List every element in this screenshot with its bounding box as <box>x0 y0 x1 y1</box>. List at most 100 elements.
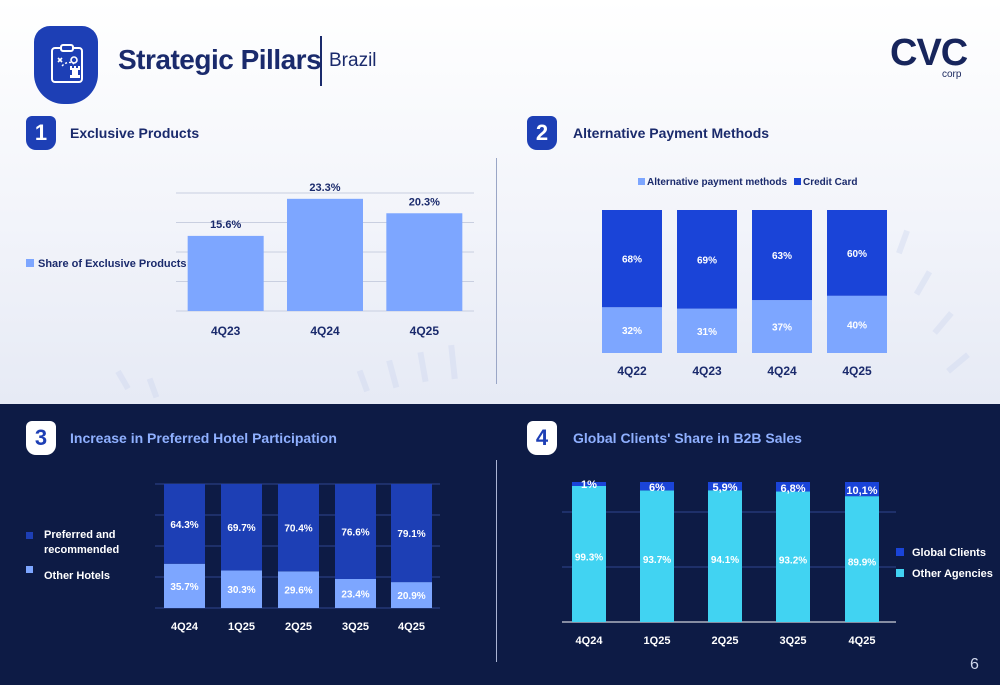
bar-segment-credit-card <box>827 210 887 296</box>
data-label: 23.4% <box>341 589 369 600</box>
data-label: 70.4% <box>284 524 312 535</box>
tick-label: 4Q24 <box>310 324 340 338</box>
bar-4Q24 <box>287 198 363 311</box>
bar-segment-other-agencies <box>845 496 879 622</box>
bar-segment-credit-card <box>602 210 662 308</box>
tick-label: 4Q25 <box>410 324 440 338</box>
bar-segment-alternative <box>677 308 737 353</box>
tick-label: 4Q23 <box>211 324 241 338</box>
legend-label: recommended <box>44 544 119 556</box>
page-number: 6 <box>970 656 979 673</box>
tick-label: 4Q24 <box>171 621 199 633</box>
bar-segment-credit-card <box>752 210 812 301</box>
tick-label: 4Q22 <box>617 364 647 378</box>
bar-segment-other-agencies <box>572 486 606 622</box>
data-label: 37% <box>772 323 792 334</box>
legend-label: Share of Exclusive Products <box>38 258 187 270</box>
section-3-number: 3 <box>26 421 56 455</box>
data-label: 15.6% <box>210 219 241 231</box>
tick-label: 4Q24 <box>767 364 797 378</box>
bar-segment-global-clients <box>640 482 674 491</box>
tick-label: 2Q25 <box>285 621 312 633</box>
data-label: 60% <box>847 249 867 260</box>
data-label: 79.1% <box>397 529 425 540</box>
legend-swatch-other-agencies <box>896 569 904 577</box>
bar-segment-preferred <box>391 484 432 583</box>
legend-swatch-credit-card <box>794 178 801 185</box>
bar-segment-preferred <box>335 484 376 579</box>
bar-segment-other-hotels <box>164 563 205 608</box>
bar-segment-global-clients <box>708 482 742 491</box>
bar-segment-other-agencies <box>708 490 742 622</box>
data-label: 23.3% <box>309 182 340 194</box>
bar-4Q23 <box>187 235 264 311</box>
data-label: 68% <box>622 255 642 266</box>
title-separator <box>320 36 322 86</box>
bar-segment-preferred <box>221 484 262 571</box>
legend-swatch-preferred <box>26 532 33 539</box>
bar-segment-other-hotels <box>278 571 319 608</box>
bar-segment-global-clients <box>845 482 879 497</box>
data-label: 32% <box>622 326 642 337</box>
data-label: 6% <box>649 482 665 494</box>
tick-label: 3Q25 <box>780 635 807 647</box>
bottom-divider <box>496 460 497 662</box>
decorative-pattern <box>115 229 970 399</box>
bar-segment-other-agencies <box>640 490 674 622</box>
data-label: 10,1% <box>846 485 877 497</box>
data-label: 30.3% <box>227 585 255 596</box>
bar-segment-other-hotels <box>221 570 262 608</box>
data-label: 20.9% <box>397 591 425 602</box>
data-label: 63% <box>772 251 792 262</box>
bar-segment-alternative <box>827 295 887 353</box>
section-4-number: 4 <box>527 421 557 455</box>
tick-label: 4Q25 <box>849 635 876 647</box>
data-label: 69.7% <box>227 523 255 534</box>
bar-segment-alternative <box>752 300 812 353</box>
tick-label: 4Q25 <box>398 621 425 633</box>
data-label: 76.6% <box>341 527 369 538</box>
legend-swatch-alternative <box>638 178 645 185</box>
data-label: 89.9% <box>848 558 876 569</box>
exclusive-products-chart: 15.6% 4Q23 23.3% 4Q24 20.3% 4Q25 Share of Excl… <box>26 182 474 338</box>
page-title: Strategic Pillars <box>118 44 322 75</box>
data-label: 20.3% <box>409 196 440 208</box>
tick-label: 4Q24 <box>576 635 604 647</box>
section-2-number: 2 <box>527 116 557 150</box>
bar-segment-global-clients <box>776 482 810 492</box>
bar-segment-preferred <box>164 484 205 564</box>
section-2-title: Alternative Payment Methods <box>573 125 770 141</box>
page-subtitle: Brazil <box>329 50 377 71</box>
legend-swatch <box>26 259 34 267</box>
payment-methods-chart: 32% 68% 4Q22 31% 69% 4Q23 37% 63% 4Q24 40% 60% 4Q25… <box>602 177 887 378</box>
data-label: 1% <box>581 479 597 491</box>
top-divider <box>496 158 497 384</box>
legend-label: Preferred and <box>44 529 116 541</box>
tick-label: 1Q25 <box>228 621 255 633</box>
data-label: 40% <box>847 320 867 331</box>
legend-swatch-other-hotels <box>26 566 33 573</box>
bar-segment-preferred <box>278 484 319 572</box>
company-logo: CVC <box>890 32 968 74</box>
data-label: 93.2% <box>779 555 807 566</box>
section-1-number: 1 <box>26 116 56 150</box>
section-3-title: Increase in Preferred Hotel Participatio… <box>70 430 337 446</box>
tick-label: 2Q25 <box>712 635 739 647</box>
data-label: 6,8% <box>780 483 805 495</box>
tick-label: 1Q25 <box>644 635 671 647</box>
data-label: 64.3% <box>170 520 198 531</box>
bar-segment-other-hotels <box>391 582 432 608</box>
data-label: 94.1% <box>711 555 739 566</box>
legend-label: Global Clients <box>912 547 986 559</box>
legend-label: Alternative payment methods <box>647 177 787 188</box>
tick-label: 3Q25 <box>342 621 369 633</box>
data-label: 99.3% <box>575 553 603 564</box>
preferred-hotels-chart: 35.7% 64.3% 4Q24 30.3% 69.7% 1Q25 29.6% 70.4% 2Q… <box>26 483 440 633</box>
legend-label: Other Agencies <box>912 568 993 580</box>
section-1-title: Exclusive Products <box>70 125 200 141</box>
legend-label: Other Hotels <box>44 570 110 582</box>
bar-segment-global-clients <box>572 482 606 486</box>
company-logo-sub: corp <box>942 69 962 80</box>
bar-segment-other-hotels <box>335 578 376 608</box>
legend-swatch-global-clients <box>896 548 904 556</box>
